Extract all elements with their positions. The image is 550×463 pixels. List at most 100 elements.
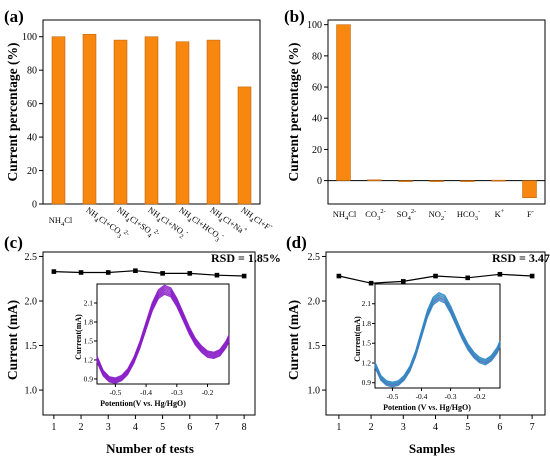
data-point-c (241, 273, 247, 279)
category-label-b: SO42- (397, 208, 417, 222)
category-label-a-part: 4 (61, 221, 65, 228)
panel-label-c: (c) (4, 233, 23, 252)
ytick-label-a: 60 (27, 99, 37, 110)
inset-ytick-label-c: 1.2 (84, 355, 94, 364)
xtick-label-c: 4 (133, 422, 138, 433)
inset-ytick-label-c: 1.8 (84, 317, 94, 326)
inset-xlabel-c: Potention(V vs. Hg/HgO) (100, 399, 186, 408)
ytick-label-a: 20 (27, 166, 37, 177)
inset-xlabel-d: Potention (V vs. Hg/HgO) (383, 403, 471, 412)
series-line-c (53, 270, 245, 277)
category-label-b-part: 4 (408, 215, 412, 222)
category-label-b-part: NH (333, 209, 345, 219)
category-label-b-part: - (478, 208, 480, 215)
bar-b (522, 180, 537, 199)
category-label-a-part: 4 (155, 217, 162, 225)
xtick-label-d: 6 (497, 422, 502, 433)
category-label-a-part: 4 (217, 217, 224, 225)
inset-ylabel-c: Current(mA) (74, 314, 83, 360)
inset-curve-d (374, 294, 501, 385)
ytick-label-b: 20 (312, 145, 322, 156)
inset-curve-c (96, 285, 230, 380)
inset-xtick-label-d: -0.3 (445, 392, 457, 401)
category-label-a-part: 2 (178, 233, 185, 241)
data-point-d (433, 273, 438, 279)
data-point-d (368, 280, 374, 286)
inset-ytick-label-d: 1.2 (362, 358, 372, 367)
category-label-a-part: 4 (186, 217, 193, 225)
inset-curve-d (374, 298, 501, 387)
ytick-label-d: 2.5 (308, 252, 321, 263)
category-label-a-part: 4 (93, 217, 100, 225)
inset-curve-d (374, 295, 501, 385)
xtick-label-d: 3 (401, 422, 406, 433)
category-label-a-part: 2- (152, 228, 160, 237)
category-label-b-part: 3 (475, 215, 478, 222)
data-point-d (529, 273, 535, 279)
data-point-d (400, 279, 406, 284)
ytick-label-d: 2.0 (308, 296, 321, 307)
inset-xtick-label-d: -0.2 (474, 392, 486, 401)
plot-frame-c (42, 251, 256, 416)
xtick-label-d: 1 (336, 422, 341, 433)
data-point-c (78, 270, 84, 275)
panel-label-b: (b) (284, 7, 305, 26)
inset-ytick-label-d: 1.8 (362, 319, 372, 328)
category-label-b-part: 3 (377, 215, 380, 222)
inset-curve-c (96, 284, 230, 379)
xtick-label-c: 3 (106, 422, 111, 433)
inset-xtick-label-c: -0.2 (202, 388, 214, 397)
category-label-a-part: 4 (124, 217, 131, 225)
xtick-label-c: 7 (214, 422, 219, 433)
category-label-b-part: NO (429, 209, 441, 219)
category-label-b: NO2- (429, 208, 447, 222)
bar-a (237, 86, 252, 205)
bar-b (367, 179, 382, 182)
category-label-a: NH4Cl (49, 215, 73, 228)
inset-curve-c (96, 289, 230, 382)
inset-frame-c (96, 283, 230, 385)
panel-label-a: (a) (4, 7, 24, 26)
ylabel-b: Current percentage (%) (286, 43, 301, 182)
xtick-label-c: 5 (160, 422, 165, 433)
xtick-label-d: 7 (530, 422, 535, 433)
category-label-b-part: - (444, 208, 446, 215)
inset-xtick-label-d: -0.5 (387, 392, 399, 401)
category-label-b-part: SO (397, 209, 408, 219)
ylabel-a: Current percentage (%) (5, 43, 20, 182)
category-label-a-part: NH (49, 215, 61, 225)
inset-xtick-label-c: -0.3 (171, 388, 183, 397)
data-point-c (214, 272, 220, 278)
ytick-label-d: 1.5 (308, 341, 321, 352)
inset-curve-c (96, 288, 230, 381)
category-label-group-a: NH4Cl (49, 215, 73, 228)
rsd-annotation-c: RSD = 1.85% (211, 251, 281, 265)
inset-curve-d (374, 297, 501, 386)
plot-frame-b (327, 19, 546, 205)
category-label-a-part: 2- (122, 229, 130, 238)
ytick-label-b: 80 (312, 51, 322, 62)
xlabel-d: Samples (409, 441, 455, 456)
chart-marks: 020406080100NH4ClNH4Cl+CO32-NH4Cl+SO42-N… (22, 19, 546, 433)
panel-label-d: (d) (286, 233, 307, 252)
category-label-b-part: Cl (348, 209, 357, 219)
ytick-label-d: 1.0 (308, 386, 321, 397)
category-label-b-part: 2- (411, 208, 416, 215)
category-label-a-part: - (220, 232, 226, 239)
category-label-a-part: - (269, 223, 275, 230)
inset-ytick-label-d: 2.1 (362, 299, 372, 308)
inset-curve-d (374, 299, 501, 388)
inset-ytick-label-c: 0.9 (84, 374, 94, 383)
rsd-annotation-d: RSD = 3.47% (492, 251, 550, 265)
category-label-a-part: Cl+F (252, 214, 272, 232)
data-point-c (133, 268, 138, 274)
inset-curve-c (96, 292, 230, 384)
bar-a (82, 33, 97, 205)
category-label-b: F- (527, 208, 534, 219)
inset-ylabel-d: Current(mA) (353, 316, 362, 362)
ytick-label-b: 60 (312, 83, 322, 94)
ytick-label-a: 40 (27, 133, 37, 144)
inset-ytick-label-d: 0.9 (362, 378, 372, 387)
category-label-a-part: - (185, 229, 191, 236)
ylabel-d: Current (mA) (286, 300, 301, 380)
